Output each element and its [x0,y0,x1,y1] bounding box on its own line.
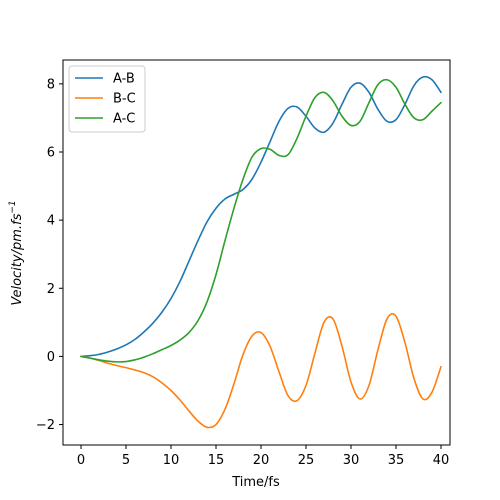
axes-frame [62,59,451,446]
y-axis-label: Velocity/pm.fs−1 [8,200,25,305]
y-axis: −2 0 2 4 6 8 [36,77,63,433]
x-tick-label: 5 [122,453,130,468]
plot-area [80,75,442,429]
y-tick-label: −2 [36,418,55,433]
x-tick-label: 20 [253,453,270,468]
legend: A-B B-C A-C [68,65,146,133]
y-tick-label: 8 [47,77,55,92]
x-tick-label: 15 [208,453,225,468]
x-axis-label: Time/fs [231,475,280,490]
legend-label-a-c: A-C [113,112,135,127]
x-tick-label: 0 [77,453,85,468]
x-tick-label: 40 [433,453,450,468]
series-line-b-c [80,313,442,429]
x-tick-label: 35 [388,453,405,468]
y-tick-label: 0 [47,350,55,365]
series-line-a-c [80,78,442,363]
legend-label-b-c: B-C [113,92,136,107]
y-tick-label: 4 [47,214,55,229]
series-line-a-b [80,75,442,358]
x-tick-label: 30 [343,453,360,468]
legend-label-a-b: A-B [113,72,135,87]
y-tick-label: 2 [47,282,55,297]
x-tick-label: 25 [298,453,315,468]
y-tick-label: 6 [47,145,55,160]
y-axis-label-superscript: −1 [8,200,18,213]
legend-box [68,65,146,133]
x-axis: 0 5 10 15 20 25 30 35 40 [77,445,449,468]
x-tick-label: 10 [163,453,180,468]
series-layer [80,75,442,429]
y-axis-label-main: Velocity/pm.fs [10,213,25,305]
